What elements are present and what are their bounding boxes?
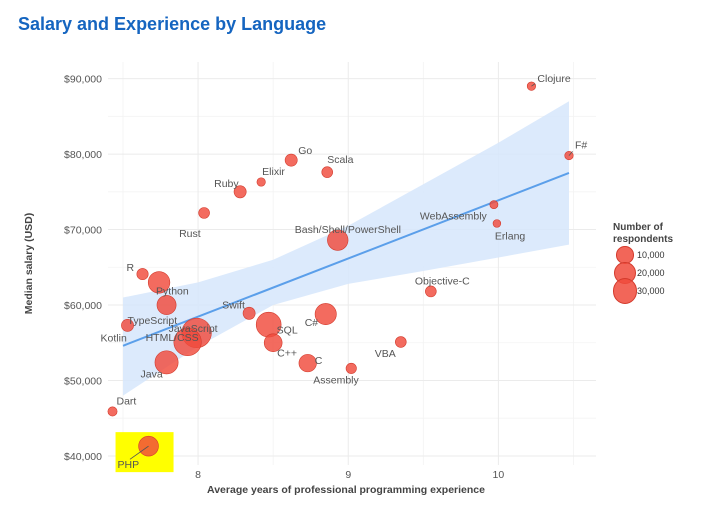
point-label: Ruby — [214, 178, 239, 190]
point-label: SQL — [277, 325, 298, 337]
x-tick-label: 9 — [345, 469, 351, 481]
point-label: JavaScript — [169, 323, 218, 335]
data-point — [489, 200, 499, 210]
legend-dot — [613, 278, 637, 304]
size-legend: Number of respondents 10,000 20,000 30,000 — [613, 222, 714, 304]
y-tick-label: $70,000 — [64, 225, 102, 237]
data-point — [492, 219, 502, 228]
point-label: Objective-C — [415, 275, 470, 287]
point-label: C# — [305, 317, 319, 329]
data-point — [121, 318, 134, 332]
chart-title: Salary and Experience by Language — [18, 14, 327, 34]
x-tick-label: 8 — [195, 469, 201, 481]
point-label: Java — [141, 368, 163, 380]
data-point — [156, 295, 177, 315]
legend-label: 10,000 — [637, 250, 665, 260]
data-point — [298, 354, 317, 373]
point-label: Kotlin — [101, 332, 127, 344]
x-tick-label: 10 — [493, 469, 505, 481]
data-point — [107, 406, 118, 417]
point-label: Elixir — [262, 166, 285, 178]
data-point — [154, 350, 179, 375]
y-tick-label: $60,000 — [64, 300, 102, 312]
point-label: C++ — [277, 348, 297, 360]
point-label: Swift — [222, 299, 245, 311]
y-tick-label: $40,000 — [64, 451, 102, 463]
point-label: Bash/Shell/PowerShell — [295, 224, 401, 236]
point-label: Scala — [327, 154, 353, 166]
point-label: Clojure — [537, 73, 570, 85]
label-leader — [568, 151, 573, 156]
legend-title: Number of respondents — [613, 222, 674, 245]
point-label: VBA — [375, 348, 396, 360]
data-point — [395, 336, 407, 348]
legend-label: 20,000 — [637, 268, 665, 278]
data-point — [263, 333, 283, 353]
point-label: Dart — [117, 395, 137, 407]
point-label: WebAssembly — [420, 211, 488, 223]
point-label: Erlang — [495, 231, 526, 243]
label-leader — [129, 445, 149, 460]
data-point — [327, 229, 349, 251]
x-axis-title: Average years of professional programmin… — [207, 484, 485, 496]
data-point — [198, 207, 210, 219]
y-tick-label: $90,000 — [64, 74, 102, 86]
data-point — [233, 185, 247, 199]
point-label: PHP — [118, 459, 140, 471]
legend-item: 30,000 — [613, 278, 714, 304]
point-label: Assembly — [313, 374, 359, 386]
legend-label: 30,000 — [637, 286, 665, 296]
legend-items: 10,000 20,000 30,000 — [613, 246, 714, 304]
data-point — [173, 327, 202, 357]
point-label: HTML/CSS — [146, 332, 199, 344]
data-point — [321, 166, 333, 178]
data-point — [256, 177, 266, 187]
point-label: R — [127, 262, 135, 274]
label-leader — [531, 83, 536, 87]
y-tick-label: $50,000 — [64, 375, 102, 387]
data-point — [136, 268, 149, 281]
point-label: Python — [156, 285, 189, 297]
point-label: F# — [575, 140, 587, 152]
point-label: Rust — [179, 228, 201, 240]
point-label: Go — [298, 145, 312, 157]
data-point — [242, 306, 256, 320]
data-point — [284, 153, 298, 167]
data-point — [425, 285, 437, 298]
data-point — [138, 435, 159, 457]
legend-swatch — [613, 278, 637, 304]
confidence-band — [123, 101, 569, 396]
data-point — [314, 303, 337, 326]
data-point — [147, 271, 171, 294]
point-label: C — [315, 355, 323, 367]
y-tick-label: $80,000 — [64, 149, 102, 161]
point-label: TypeScript — [128, 315, 178, 327]
y-axis-title: Median salary (USD) — [23, 213, 35, 315]
data-point — [345, 362, 357, 374]
